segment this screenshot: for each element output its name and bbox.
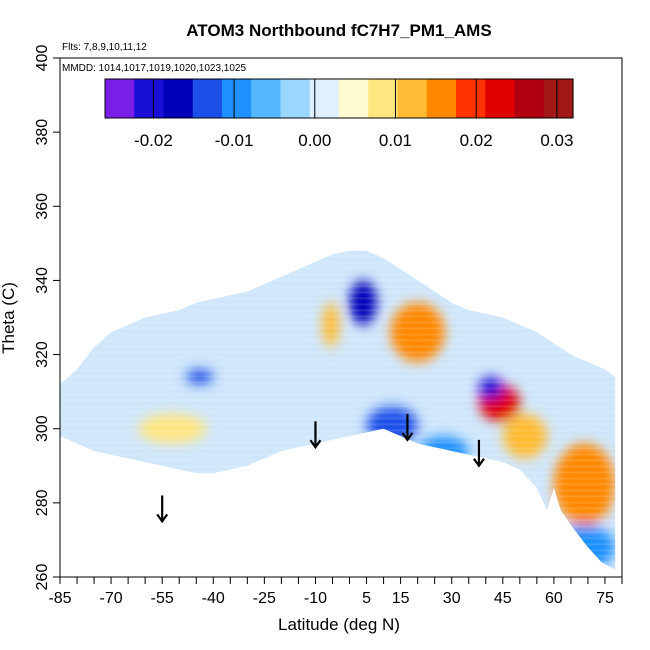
colorbar-tick-label: -0.01 [215,131,254,150]
x-tick-label: 60 [545,590,563,607]
heat-feature [138,413,207,444]
colorbar-cell [397,79,428,118]
colorbar-cell [192,79,223,118]
x-tick-label: 5 [362,590,371,607]
colorbar-cell [105,79,135,118]
colorbar-tick-label: -0.02 [134,131,173,150]
x-axis: -85 -70 -55 -40 -25 -10 5 15 30 45 60 75 [48,576,623,607]
colorbar-cell [485,79,516,118]
y-tick-label: 380 [34,119,51,146]
colorbar-cell [163,79,194,118]
dates-note: MMDD: 1014,1017,1019,1020,1023,1025 [62,63,246,74]
x-tick-label: -55 [151,590,174,607]
arrow-marker [309,421,322,450]
heat-feature [322,302,340,348]
heat-feature [390,302,445,362]
heat-feature [553,443,616,526]
colorbar-frame [104,78,574,119]
heatmap-area [60,250,616,570]
y-tick-label: 360 [34,193,51,220]
colorbar-cell [134,79,165,118]
colorbar-cell [543,79,574,118]
x-tick-label: 75 [596,590,614,607]
x-axis-label: Latitude (deg N) [278,615,400,634]
colorbar-cell [456,79,486,118]
y-tick-label: 320 [34,341,51,368]
heat-feature [479,376,503,399]
colorbar-tick-label: 0.01 [379,131,412,150]
y-axis: 260 280 300 320 340 360 380 400 [34,45,61,591]
colorbar: -0.02 -0.01 0.00 0.01 0.02 0.03 [104,78,574,150]
x-tick-label: -70 [100,590,123,607]
x-tick-label: -10 [304,590,327,607]
colorbar-cell [368,79,399,118]
colorbar-cell [514,79,545,118]
y-tick-label: 400 [34,45,51,72]
colorbar-cell [309,79,340,118]
x-tick-label: -85 [48,590,71,607]
heat-feature [186,369,214,385]
x-tick-label: 30 [443,590,461,607]
x-tick-label: 15 [392,590,410,607]
x-tick-label: -25 [253,590,276,607]
y-tick-label: 260 [34,564,51,591]
heat-feature [502,413,547,459]
colorbar-cell [280,79,311,118]
x-tick-label: 45 [494,590,512,607]
chart-title: ATOM3 Northbound fC7H7_PM1_AMS [186,21,491,40]
colorbar-tick-label: 0.02 [460,131,493,150]
colorbar-cell [222,79,252,118]
x-tick-label: -40 [202,590,225,607]
colorbar-cell [251,79,282,118]
heatmap-base [60,250,616,570]
arrow-marker [473,439,485,468]
y-tick-label: 280 [34,489,51,516]
arrow-marker [156,495,169,524]
colorbar-tick-label: 0.00 [298,131,331,150]
flights-note: Flts: 7,8,9,10,11,12 [62,42,147,53]
arrow-marker [401,413,414,442]
heat-feature [417,436,469,466]
y-tick-label: 340 [34,267,51,294]
y-axis-label: Theta (C) [0,282,18,354]
colorbar-tick-label: 0.03 [540,131,573,150]
colorbar-cell [426,79,457,118]
heat-feature [349,280,377,325]
y-tick-label: 300 [34,415,51,442]
colorbar-cell [339,79,369,118]
